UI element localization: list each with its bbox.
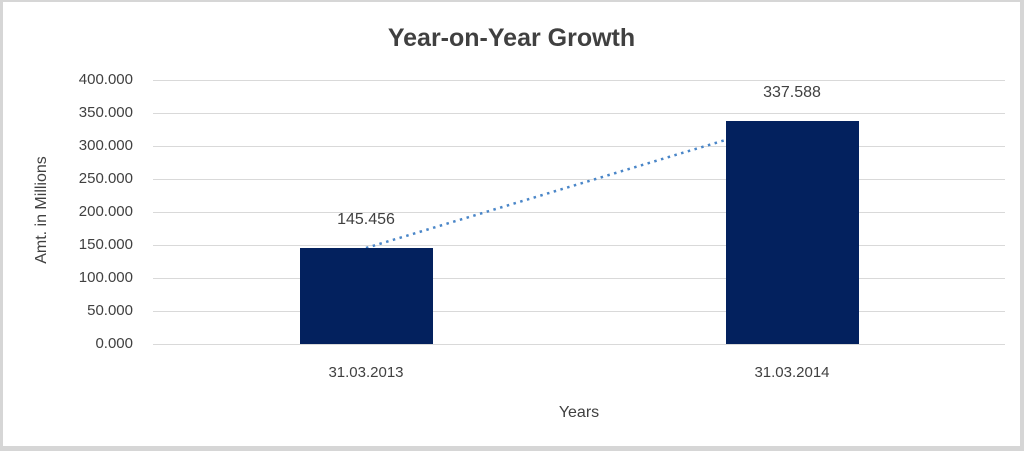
x-axis-title: Years bbox=[558, 404, 600, 421]
y-tick-label: 250.000 bbox=[78, 170, 133, 187]
y-tick-label: 350.000 bbox=[78, 104, 133, 121]
y-tick-label: 150.000 bbox=[78, 236, 133, 253]
y-tick-label: 100.000 bbox=[78, 269, 133, 286]
plot-area: 145.456 337.588 bbox=[153, 80, 1005, 345]
gridline bbox=[153, 212, 1005, 213]
y-tick-label: 0.000 bbox=[95, 335, 133, 352]
chart-title: Year-on-Year Growth bbox=[387, 24, 636, 52]
trendline bbox=[365, 119, 789, 250]
gridline bbox=[153, 245, 1005, 246]
gridline bbox=[153, 344, 1005, 345]
bar-value-label: 337.588 bbox=[763, 84, 821, 102]
gridline bbox=[153, 146, 1005, 147]
y-tick-label: 200.000 bbox=[78, 203, 133, 220]
bar-31.03.2014 bbox=[725, 121, 859, 344]
gridline bbox=[153, 278, 1005, 279]
y-tick-label: 400.000 bbox=[78, 71, 133, 88]
y-tick-label: 300.000 bbox=[78, 137, 133, 154]
gridline bbox=[153, 113, 1005, 114]
bar-31.03.2013 bbox=[299, 247, 433, 344]
x-tick-label: 31.03.2013 bbox=[328, 364, 404, 381]
gridline bbox=[153, 80, 1005, 81]
gridline bbox=[153, 311, 1005, 312]
bar-value-label: 145.456 bbox=[337, 210, 395, 228]
y-tick-label: 50.000 bbox=[87, 302, 133, 319]
x-tick-label: 31.03.2014 bbox=[754, 364, 830, 381]
gridline bbox=[153, 179, 1005, 180]
